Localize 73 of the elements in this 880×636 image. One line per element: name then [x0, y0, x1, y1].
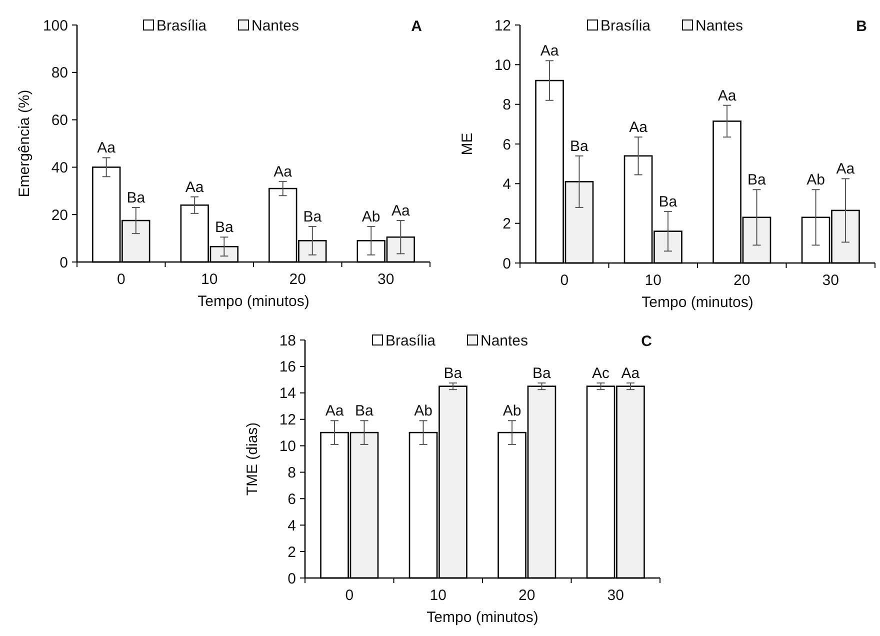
data-label: Ac	[592, 364, 610, 382]
y-tick-label: 16	[279, 358, 296, 376]
x-tick-label: 10	[430, 587, 446, 604]
y-tick-label: 8	[288, 464, 296, 482]
legend-label: Brasília	[600, 17, 652, 34]
y-tick-label: 100	[42, 17, 68, 34]
data-label: Ba	[214, 219, 234, 236]
y-tick-label: 20	[51, 206, 68, 224]
y-tick-label: 0	[60, 254, 68, 272]
data-label: Aa	[97, 140, 116, 157]
data-label: Aa	[621, 364, 640, 382]
x-tick-label: 0	[560, 272, 569, 289]
data-label: Ba	[532, 364, 552, 382]
y-tick-label: 6	[288, 490, 296, 508]
data-label: Aa	[629, 119, 648, 136]
x-tick-label: 20	[734, 272, 750, 289]
x-axis-title: Tempo (minutos)	[642, 294, 754, 311]
data-label: Ba	[126, 189, 146, 206]
data-label: Ab	[806, 172, 825, 189]
data-label: Ab	[362, 208, 380, 226]
data-label: Aa	[391, 202, 410, 220]
y-tick-label: 0	[502, 255, 511, 272]
x-axis-title: Tempo (minutos)	[426, 609, 538, 626]
data-label: Ba	[658, 193, 678, 210]
data-label: Ba	[355, 402, 374, 420]
y-tick-label: 10	[494, 56, 511, 74]
data-label: Ab	[414, 402, 432, 420]
y-tick-label: 80	[51, 64, 68, 82]
y-tick-label: 12	[279, 412, 296, 429]
y-tick-label: 12	[494, 17, 511, 34]
x-tick-label: 10	[201, 271, 218, 288]
data-label: Ba	[444, 364, 463, 382]
x-tick-label: 20	[518, 587, 536, 604]
data-label: Ba	[748, 172, 767, 189]
y-axis-title: TME (dias)	[244, 422, 261, 496]
legend-label: Brasília	[386, 332, 436, 350]
x-axis-title: Tempo (minutos)	[198, 293, 310, 310]
x-tick-label: 10	[644, 272, 662, 289]
data-label: Ab	[502, 402, 522, 420]
y-tick-label: 18	[279, 332, 296, 350]
y-tick-label: 0	[288, 570, 296, 588]
legend-label: Nantes	[480, 332, 528, 350]
data-label: Aa	[325, 402, 344, 420]
chart-title: B	[856, 18, 868, 35]
data-label: Aa	[718, 87, 737, 104]
chart-title: C	[641, 333, 652, 350]
data-label: Ba	[303, 208, 322, 226]
y-axis-title: ME	[459, 132, 476, 156]
data-label: Aa	[540, 42, 560, 60]
chart-title: A	[411, 18, 422, 35]
x-tick-label: 30	[607, 587, 624, 604]
y-tick-label: 10	[279, 438, 296, 456]
y-tick-label: 4	[288, 517, 296, 534]
y-axis-title: Emergência (%)	[16, 90, 33, 198]
data-label: Ba	[570, 138, 590, 155]
data-label: Aa	[274, 163, 293, 180]
y-tick-label: 4	[502, 176, 511, 193]
x-tick-label: 30	[822, 272, 839, 289]
legend-label: Nantes	[696, 17, 744, 34]
y-tick-label: 2	[502, 216, 511, 233]
y-tick-label: 14	[279, 385, 296, 402]
data-label: Aa	[185, 178, 204, 196]
y-tick-label: 6	[502, 136, 511, 154]
x-tick-label: 0	[116, 271, 126, 288]
y-tick-label: 8	[502, 96, 511, 114]
x-tick-label: 0	[345, 587, 354, 604]
legend-label: Nantes	[252, 17, 300, 34]
legend-label: Brasília	[156, 17, 208, 34]
y-tick-label: 40	[51, 159, 68, 176]
y-tick-label: 2	[288, 544, 296, 561]
y-tick-label: 60	[51, 112, 68, 130]
x-tick-label: 30	[378, 271, 394, 288]
data-label: Aa	[836, 160, 856, 178]
